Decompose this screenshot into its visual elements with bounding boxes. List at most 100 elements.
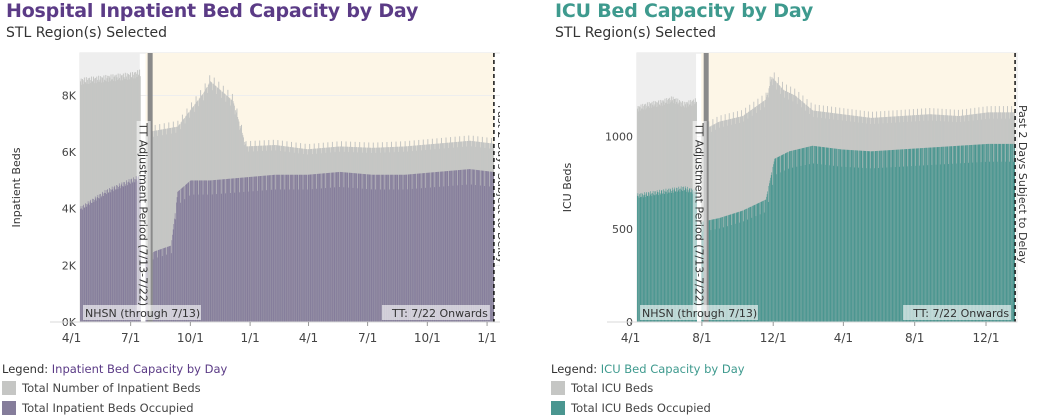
icu-occupied-bar <box>798 148 800 322</box>
inpatient-occupied-bar <box>272 174 274 322</box>
inpatient-occupied-bar <box>130 179 132 322</box>
icu-occupied-bar <box>977 144 979 322</box>
inpatient-occupied-bar <box>403 174 405 322</box>
icu-occupied-bar <box>822 147 824 322</box>
icu-nhsn-label: NHSN (through 7/13) <box>642 307 757 320</box>
icu-occupied-bar <box>660 190 662 322</box>
inpatient-occupied-bar <box>252 176 254 322</box>
inpatient-occupied-bar <box>301 174 303 322</box>
inpatient-occupied-bar <box>342 172 344 322</box>
icu-occupied-bar <box>971 144 973 322</box>
inpatient-occupied-bar <box>407 174 409 322</box>
inpatient-occupied-bar <box>192 180 194 322</box>
inpatient-occupied-bar <box>360 173 362 322</box>
inpatient-occupied-bar <box>406 174 408 322</box>
icu-occupied-bar <box>946 146 948 322</box>
inpatient-legend-item-occupied[interactable]: Total Inpatient Beds Occupied <box>2 401 194 415</box>
icu-occupied-bar <box>819 146 821 322</box>
inpatient-occupied-bar <box>225 193 227 322</box>
inpatient-occupied-bar <box>355 173 357 322</box>
icu-chart-title: ICU Bed Capacity by Day <box>555 0 814 22</box>
icu-total-bar <box>718 127 720 323</box>
icu-occupied-bar <box>909 148 911 322</box>
inpatient-occupied-bar <box>397 174 399 322</box>
icu-occupied-bar <box>786 152 788 322</box>
icu-occupied-bar <box>955 145 957 322</box>
icu-occupied-bar <box>1006 143 1008 322</box>
inpatient-occupied-bar <box>266 190 268 322</box>
inpatient-occupied-bar <box>440 171 442 322</box>
icu-legend-item-total[interactable]: Total ICU Beds <box>551 381 653 395</box>
icu-occupied-bar <box>649 194 651 322</box>
inpatient-occupied-bar <box>108 192 110 322</box>
inpatient-occupied-bar <box>326 173 328 322</box>
icu-occupied-bar <box>677 190 679 322</box>
inpatient-occupied-bar <box>209 180 211 322</box>
icu-occupied-bar <box>806 147 808 322</box>
inpatient-occupied-bar <box>329 172 331 322</box>
inpatient-occupied-bar <box>332 172 334 322</box>
inpatient-occupied-bar <box>488 171 490 322</box>
inpatient-occupied-bar <box>110 192 112 322</box>
icu-occupied-bar <box>656 193 658 322</box>
inpatient-occupied-bar <box>303 174 305 322</box>
inpatient-occupied-bar <box>97 194 99 322</box>
inpatient-occupied-bar <box>452 185 454 322</box>
icu-occupied-bar <box>853 150 855 322</box>
inpatient-occupied-bar <box>333 172 335 322</box>
inpatient-occupied-bar <box>420 188 422 322</box>
inpatient-occupied-bar <box>440 171 442 322</box>
inpatient-occupied-bar <box>340 171 342 322</box>
icu-occupied-bar <box>656 190 658 322</box>
inpatient-occupied-bar <box>296 174 298 322</box>
inpatient-occupied-bar <box>461 169 463 322</box>
icu-occupied-bar <box>838 149 840 322</box>
inpatient-total-bar <box>162 129 164 322</box>
icu-occupied-bar <box>996 143 998 322</box>
inpatient-occupied-bar <box>450 170 452 322</box>
icu-occupied-bar <box>867 151 869 322</box>
icu-occupied-bar <box>790 150 792 322</box>
icu-occupied-bar <box>752 205 754 322</box>
icu-occupied-bar <box>710 230 712 322</box>
icu-occupied-bar <box>925 147 927 322</box>
inpatient-occupied-bar <box>483 170 485 322</box>
icu-occupied-bar <box>1002 143 1004 322</box>
inpatient-occupied-bar <box>165 247 167 322</box>
icu-occupied-bar <box>720 217 721 322</box>
inpatient-occupied-bar <box>253 176 255 322</box>
inpatient-occupied-bar <box>436 171 438 322</box>
icu-occupied-bar <box>918 148 920 322</box>
icu-occupied-bar <box>672 190 674 322</box>
icu-occupied-bar <box>882 167 884 322</box>
inpatient-occupied-bar <box>104 190 106 322</box>
icu-occupied-bar <box>991 143 993 322</box>
icu-occupied-bar <box>720 217 722 322</box>
inpatient-occupied-bar <box>463 169 465 322</box>
inpatient-adjustment-label: TT Adjustment Period (7/13-7/22) <box>137 122 150 306</box>
icu-occupied-bar <box>834 148 836 322</box>
inpatient-ytick-label: 4K <box>62 203 77 216</box>
inpatient-legend-item-total[interactable]: Total Number of Inpatient Beds <box>2 381 201 395</box>
inpatient-occupied-bar <box>202 180 204 322</box>
icu-occupied-bar <box>917 148 918 322</box>
icu-occupied-bar <box>773 161 775 322</box>
inpatient-occupied-bar <box>215 179 217 322</box>
icu-legend-item-occupied[interactable]: Total ICU Beds Occupied <box>551 401 711 415</box>
inpatient-occupied-bar <box>382 174 384 322</box>
inpatient-occupied-bar <box>269 175 271 322</box>
inpatient-occupied-bar <box>152 259 154 322</box>
icu-occupied-bar <box>923 165 925 322</box>
icu-occupied-bar <box>930 147 932 322</box>
icu-occupied-bar <box>939 146 941 322</box>
inpatient-xtick-label: 1/1 <box>477 331 496 345</box>
inpatient-occupied-bar <box>439 171 441 322</box>
icu-occupied-bar <box>893 149 895 322</box>
inpatient-occupied-bar <box>339 171 341 322</box>
icu-occupied-bar <box>967 145 969 322</box>
inpatient-occupied-bar <box>233 178 235 322</box>
inpatient-occupied-bar <box>92 198 94 322</box>
inpatient-occupied-bar <box>365 174 367 322</box>
icu-occupied-bar <box>860 150 862 322</box>
